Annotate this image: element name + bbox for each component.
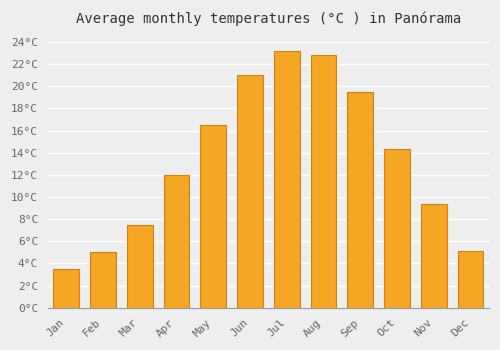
Bar	[237, 75, 263, 308]
Bar	[90, 252, 116, 308]
Bar	[164, 175, 190, 308]
Bar	[200, 125, 226, 308]
Bar	[421, 204, 446, 308]
Bar	[54, 269, 79, 308]
Bar	[310, 55, 336, 308]
Bar	[127, 225, 152, 308]
Bar	[458, 251, 483, 308]
Bar	[274, 51, 299, 308]
Bar	[384, 149, 410, 308]
Title: Average monthly temperatures (°C ) in Panórama: Average monthly temperatures (°C ) in Pa…	[76, 11, 461, 26]
Bar	[348, 92, 373, 308]
